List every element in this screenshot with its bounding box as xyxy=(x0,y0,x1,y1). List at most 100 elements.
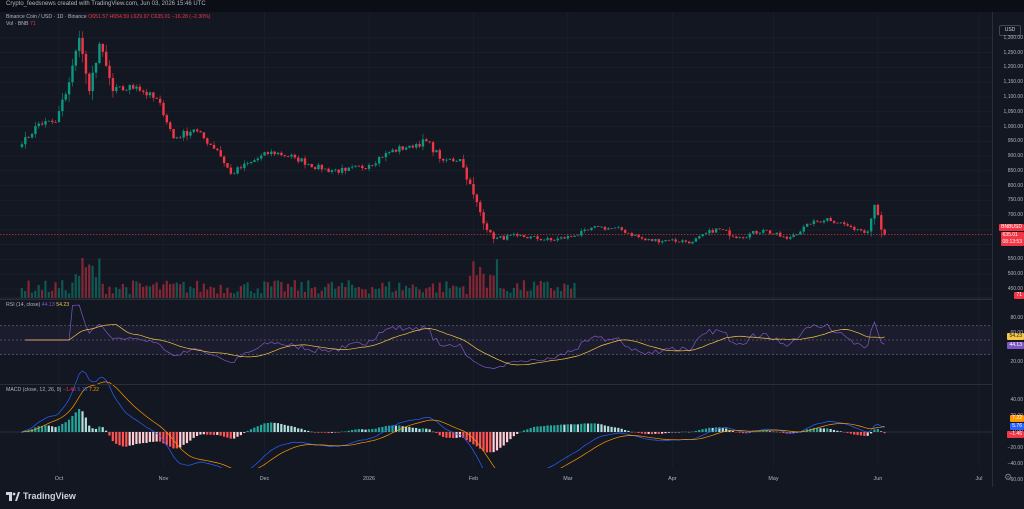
candle-body xyxy=(667,240,671,241)
price-axis[interactable]: USD 1,300.00 1,250.00 1,200.00 1,150.00 1,10… xyxy=(992,12,1024,487)
candle-body xyxy=(152,92,155,98)
candle-body xyxy=(40,123,44,125)
candle-body xyxy=(799,231,802,235)
settings-gear-icon[interactable]: ⚙ xyxy=(1004,472,1013,482)
macd-histogram-bar xyxy=(337,432,340,433)
volume-bar xyxy=(495,259,499,298)
macd-histogram-bar xyxy=(185,432,189,444)
candle-body xyxy=(310,164,313,168)
volume-bar xyxy=(468,275,472,298)
macd-histogram-bar xyxy=(165,432,168,446)
candle-body xyxy=(758,232,762,234)
symbol-legend[interactable]: Binance Coin / USD · 1D · Binance O651.5… xyxy=(6,14,210,20)
volume-bar xyxy=(293,280,296,298)
volume-bar xyxy=(516,283,519,298)
candle-body xyxy=(876,204,880,216)
tradingview-logo[interactable]: TradingView xyxy=(6,491,76,501)
candle-body xyxy=(506,235,509,240)
candle-body xyxy=(677,241,681,243)
candle-body xyxy=(725,229,728,231)
pane-divider-rsi[interactable] xyxy=(0,299,992,300)
rsi-legend[interactable]: RSI (14, close) 44.13 54.23 xyxy=(6,302,69,308)
candle-body xyxy=(118,86,121,88)
macd-histogram-bar xyxy=(566,424,569,432)
macd-histogram-bar xyxy=(819,428,822,432)
candle-body xyxy=(88,73,91,92)
volume-bar xyxy=(472,261,475,298)
volume-bar xyxy=(155,282,158,298)
candle-body xyxy=(148,92,152,96)
macd-histogram-bar xyxy=(253,427,256,432)
macd-histogram-bar xyxy=(202,432,205,435)
candle-body xyxy=(735,236,738,238)
macd-histogram-bar xyxy=(67,419,71,432)
volume-bar xyxy=(404,285,408,298)
macd-histogram-bar xyxy=(873,429,876,432)
candle-body xyxy=(714,228,718,233)
macd-histogram-bar xyxy=(708,427,711,432)
volume-bar xyxy=(84,267,87,298)
macd-histogram-bar xyxy=(324,432,327,433)
macd-histogram-bar xyxy=(812,428,815,432)
candle-body xyxy=(853,226,856,230)
macd-histogram-bar xyxy=(421,428,424,432)
macd-histogram-bar xyxy=(721,427,724,432)
macd-histogram-bar xyxy=(849,432,852,434)
volume-bar xyxy=(475,275,478,298)
candle-body xyxy=(226,163,229,168)
candle-body xyxy=(179,137,182,139)
macd-histogram-bar xyxy=(206,432,209,435)
volume-bar xyxy=(543,282,546,298)
volume-bar xyxy=(243,284,246,298)
macd-histogram-bar xyxy=(704,428,708,432)
time-axis[interactable]: Oct Nov Dec 2026 Feb Mar Apr May Jun Jul xyxy=(0,468,992,486)
macd-histogram-bar xyxy=(256,426,259,432)
candle-body xyxy=(856,229,859,230)
macd-histogram-bar xyxy=(94,428,98,432)
macd-histogram-bar xyxy=(859,432,863,436)
volume-bar xyxy=(206,289,209,298)
volume-bar xyxy=(502,288,505,298)
macd-histogram-bar xyxy=(209,432,212,435)
candle-body xyxy=(125,89,128,91)
macd-histogram-bar xyxy=(57,426,60,432)
candle-body xyxy=(199,131,202,133)
macd-histogram-bar xyxy=(593,423,596,432)
macd-histogram-bar xyxy=(654,432,657,434)
candle-body xyxy=(843,222,846,225)
macd-histogram-bar xyxy=(452,432,455,439)
candle-body xyxy=(216,148,219,151)
macd-histogram-bar xyxy=(762,430,765,432)
price-tick-label: 500.00 xyxy=(1007,271,1023,278)
pane-divider-macd[interactable] xyxy=(0,384,992,385)
macd-histogram-bar xyxy=(47,425,50,432)
macd-histogram-bar xyxy=(222,432,226,437)
macd-histogram-bar xyxy=(233,432,236,439)
candle-body xyxy=(559,237,563,239)
candle-body xyxy=(775,232,779,234)
macd-histogram-bar xyxy=(283,424,286,432)
price-tick-label: 1,000.00 xyxy=(1003,123,1023,130)
candle-body xyxy=(869,218,873,232)
candle-body xyxy=(104,51,108,66)
macd-legend[interactable]: MACD (close, 12, 26, 9) −1.46 5.76 7.22 xyxy=(6,387,99,393)
candle-body xyxy=(762,229,765,233)
macd-histogram-bar xyxy=(482,432,485,451)
candle-body xyxy=(475,194,479,203)
volume-bar xyxy=(408,288,411,298)
volume-bar xyxy=(553,290,556,298)
volume-legend[interactable]: Vol · BNB 71 xyxy=(6,21,36,27)
candle-body xyxy=(101,43,105,52)
macd-histogram-bar xyxy=(603,425,606,432)
macd-histogram-bar xyxy=(617,427,620,432)
currency-selector[interactable]: USD xyxy=(999,25,1021,36)
candle-body xyxy=(812,220,816,225)
candle-body xyxy=(286,156,290,157)
macd-histogram-bar xyxy=(239,432,242,436)
price-tick-label: 1,100.00 xyxy=(1003,93,1023,100)
symbol-name: Binance Coin / USD · 1D · Binance xyxy=(6,14,87,20)
candle-body xyxy=(320,164,324,170)
candle-body xyxy=(495,237,499,239)
chart-canvas[interactable] xyxy=(0,12,992,468)
macd-histogram-bar xyxy=(745,432,748,434)
